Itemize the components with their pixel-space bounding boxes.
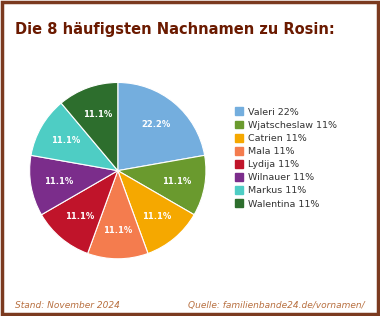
Legend: Valeri 22%, Wjatscheslaw 11%, Catrien 11%, Mala 11%, Lydija 11%, Wilnauer 11%, M: Valeri 22%, Wjatscheslaw 11%, Catrien 11… (233, 106, 339, 210)
Text: 11.1%: 11.1% (103, 226, 132, 235)
Wedge shape (88, 171, 148, 259)
Text: Stand: November 2024: Stand: November 2024 (15, 301, 120, 310)
Text: Die 8 häufigsten Nachnamen zu Rosin:: Die 8 häufigsten Nachnamen zu Rosin: (15, 22, 335, 37)
Text: 11.1%: 11.1% (83, 110, 112, 119)
Wedge shape (118, 171, 194, 253)
Wedge shape (30, 155, 118, 215)
Wedge shape (61, 82, 118, 171)
Text: 11.1%: 11.1% (44, 177, 73, 185)
Text: 11.1%: 11.1% (51, 136, 81, 145)
Text: 11.1%: 11.1% (142, 212, 171, 221)
Text: Quelle: familienbande24.de/vornamen/: Quelle: familienbande24.de/vornamen/ (188, 301, 365, 310)
Wedge shape (118, 82, 204, 171)
Text: 11.1%: 11.1% (162, 177, 192, 185)
Text: 11.1%: 11.1% (65, 212, 94, 221)
Wedge shape (41, 171, 118, 253)
Wedge shape (31, 103, 118, 171)
Wedge shape (118, 155, 206, 215)
Text: 22.2%: 22.2% (142, 120, 171, 129)
